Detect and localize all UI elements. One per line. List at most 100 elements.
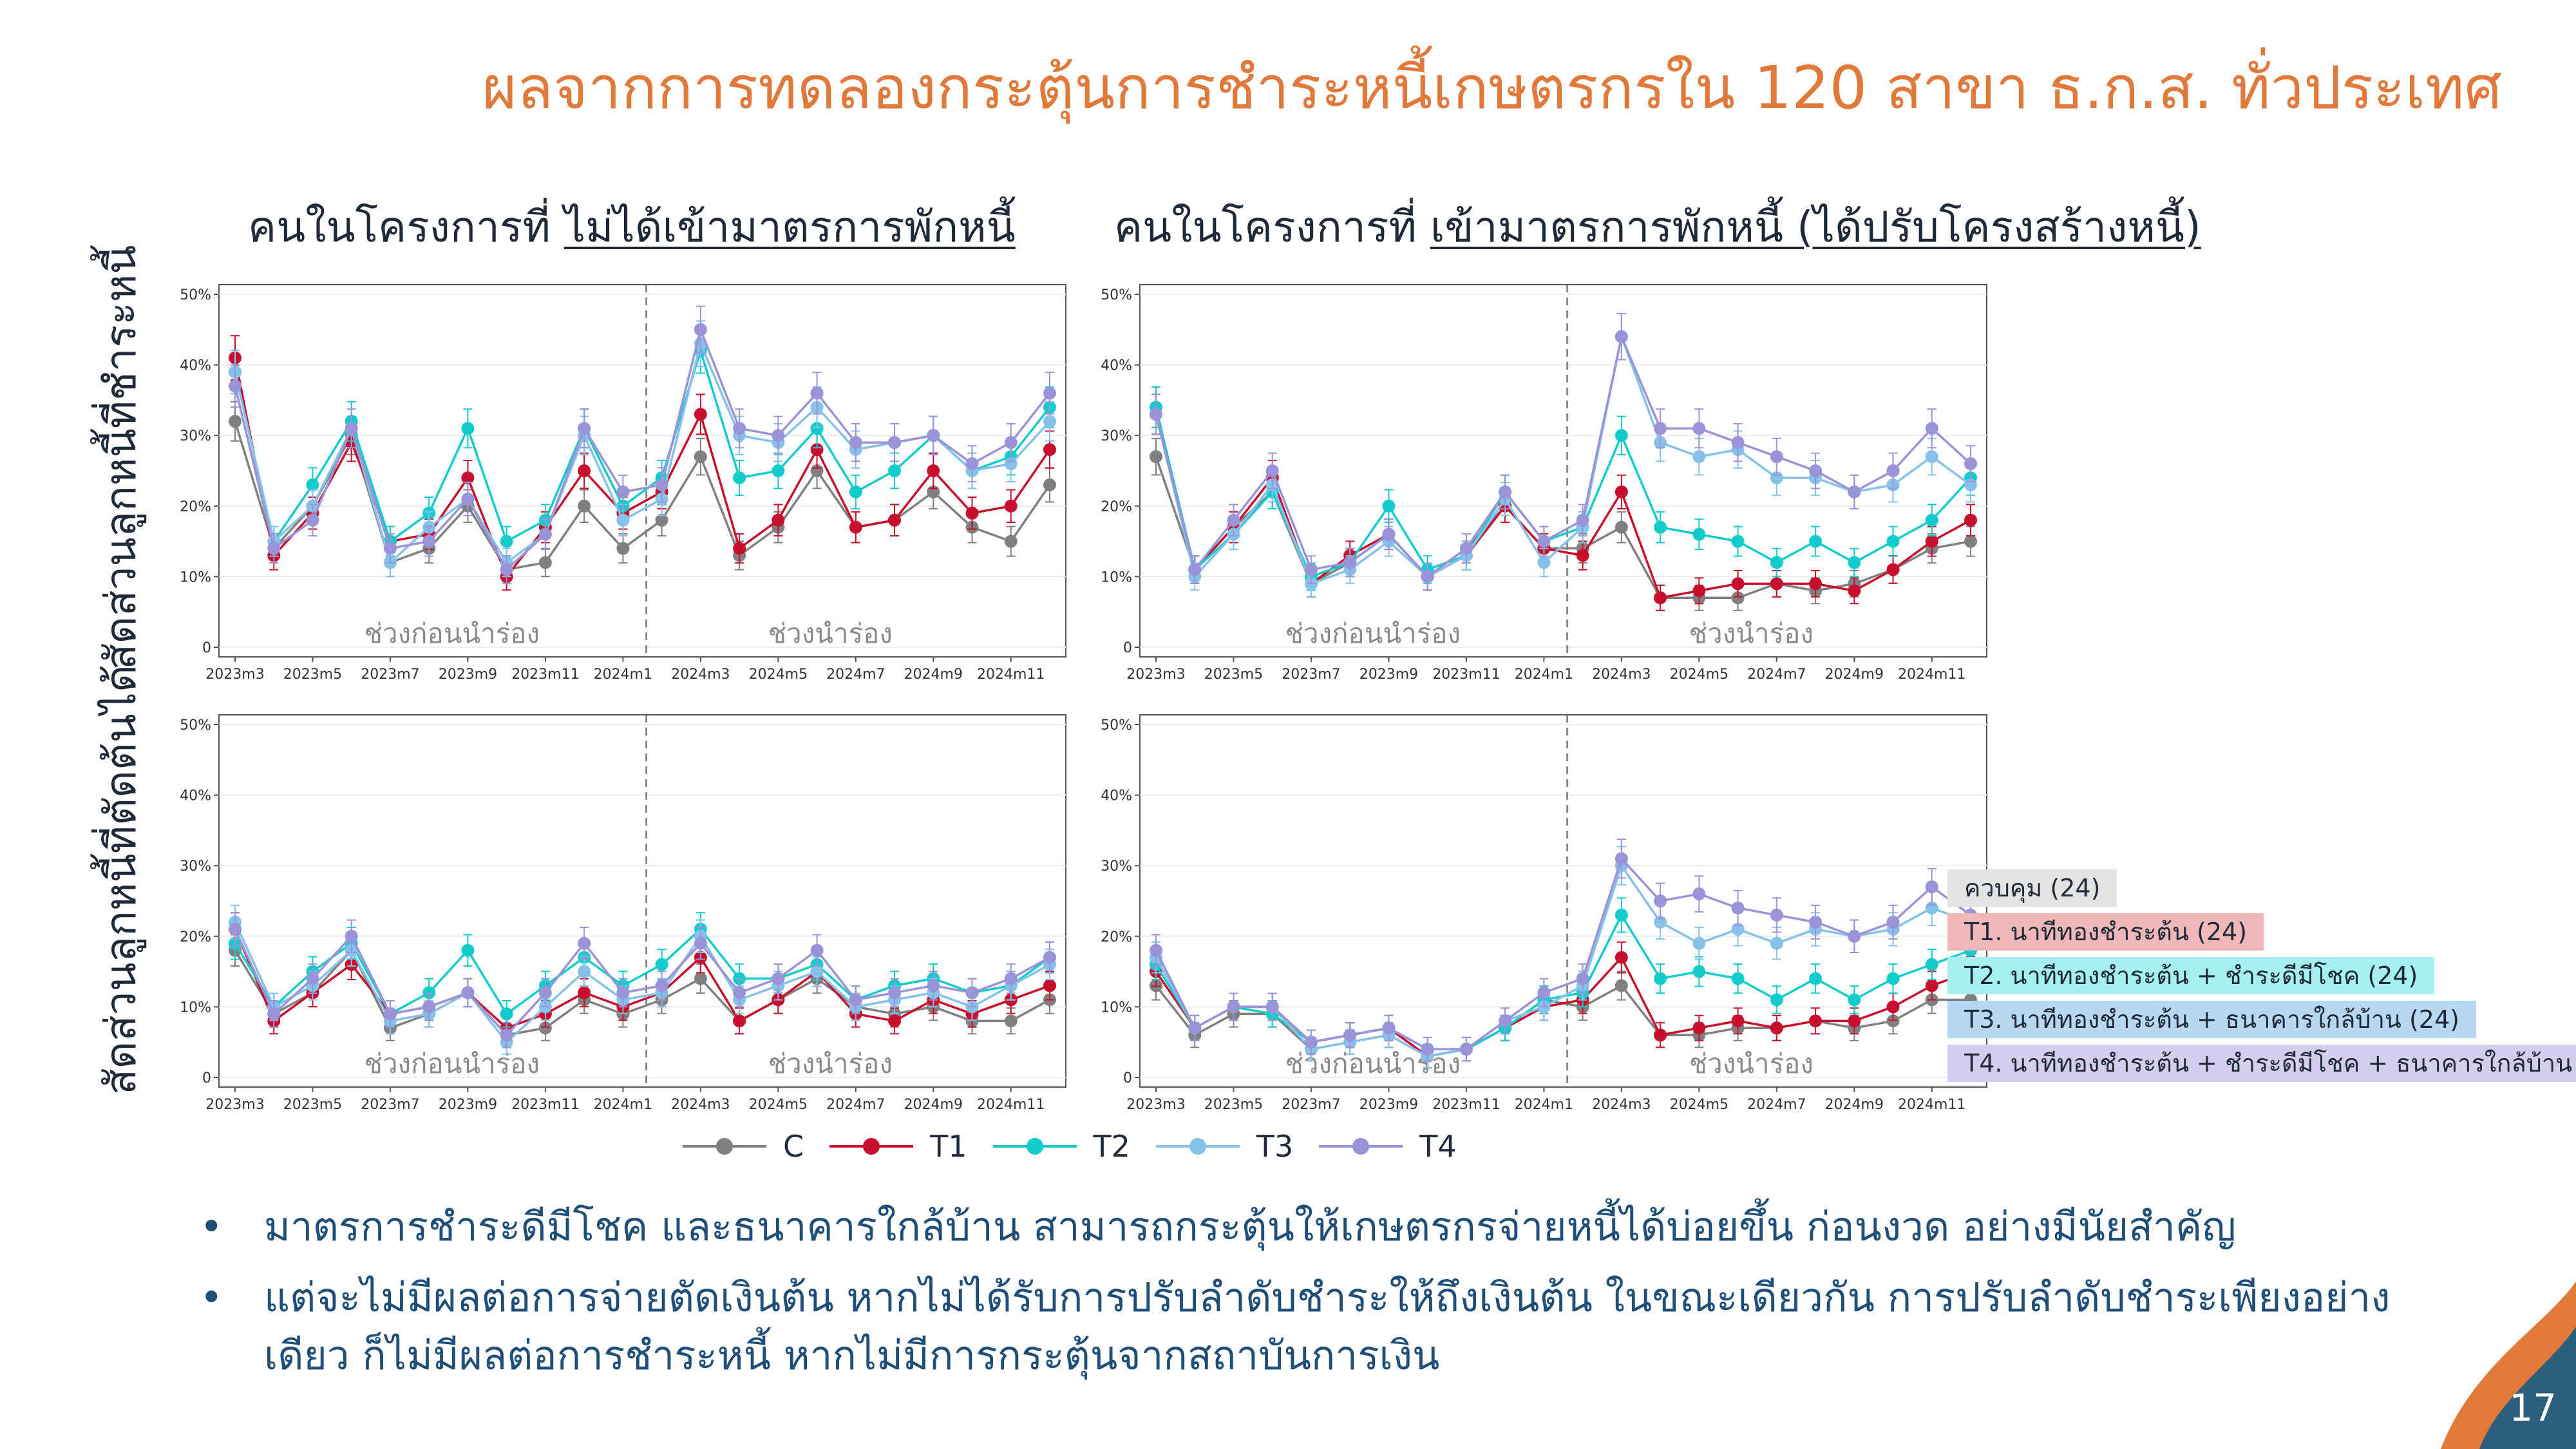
chart-panel-bottom-left: 0 10% 20% 30% 40% 50% 2023m3 2023m5 2023m7 2023m9…	[167, 707, 1075, 1119]
column-heading-emphasis: เข้ามาตรการพักหนี้ (ได้ปรับโครงสร้างหนี้…	[1430, 202, 2201, 252]
y-tick-label: 50%	[1101, 287, 1132, 303]
data-point	[345, 929, 358, 943]
data-point	[1654, 520, 1667, 534]
x-tick-label: 2024m7	[1747, 667, 1806, 683]
y-tick-label: 10%	[1101, 569, 1132, 585]
data-point	[1925, 422, 1938, 435]
x-tick-label: 2024m1	[594, 1097, 652, 1113]
period-label-before: ช่วงก่อนนำร่อง	[1285, 618, 1461, 649]
period-label-before: ช่วงก่อนนำร่อง	[364, 1048, 540, 1079]
y-tick-label: 0	[202, 640, 211, 656]
data-point	[1731, 591, 1745, 605]
period-label-during: ช่วงนำร่อง	[768, 1048, 893, 1079]
bullet-dot-icon: •	[200, 1274, 223, 1321]
data-point	[1809, 577, 1823, 591]
data-point	[461, 492, 475, 506]
period-label-during: ช่วงนำร่อง	[768, 618, 893, 649]
series-t4	[229, 305, 1056, 584]
column-heading-in-moratorium: คนในโครงการที่ เข้ามาตรการพักหนี้ (ได้ปร…	[1114, 193, 2201, 261]
data-point	[1265, 1000, 1279, 1014]
data-point	[578, 464, 591, 477]
data-point	[1343, 1028, 1357, 1042]
data-point	[1848, 485, 1861, 498]
data-point	[733, 422, 746, 435]
data-point	[1964, 457, 1977, 471]
data-point	[267, 542, 281, 555]
data-point	[1004, 535, 1018, 548]
data-point	[383, 1007, 397, 1021]
x-tick-label: 2023m5	[283, 1097, 342, 1113]
data-point	[1692, 887, 1706, 901]
data-point	[500, 535, 513, 548]
data-point	[1654, 972, 1667, 985]
legend-item: T2	[992, 1129, 1130, 1164]
data-point	[1043, 415, 1056, 428]
data-point	[461, 471, 475, 484]
legend-label: C	[783, 1129, 804, 1164]
x-tick-label: 2023m3	[205, 1097, 264, 1113]
x-tick-label: 2024m9	[1825, 1097, 1884, 1113]
data-point	[461, 422, 475, 435]
data-point	[1770, 993, 1783, 1007]
plot-frame	[1139, 714, 1987, 1088]
x-tick-label: 2024m3	[671, 1097, 730, 1113]
data-point	[1382, 1021, 1396, 1035]
data-point	[1043, 443, 1056, 457]
series-line	[1155, 332, 1972, 578]
data-point	[810, 443, 824, 457]
data-point	[1692, 1021, 1706, 1035]
y-tick-label: 50%	[180, 287, 211, 303]
data-point	[1227, 1000, 1240, 1014]
legend-item: T4	[1319, 1129, 1457, 1164]
data-point	[1731, 436, 1745, 450]
data-point	[616, 485, 630, 498]
data-point	[849, 436, 862, 450]
data-point	[1382, 499, 1396, 513]
period-label-during: ช่วงนำร่อง	[1689, 618, 1814, 649]
data-point	[810, 386, 824, 400]
y-tick-label: 30%	[1101, 428, 1132, 444]
data-point	[772, 513, 785, 527]
data-point	[733, 542, 746, 555]
data-point	[616, 986, 630, 999]
data-point	[1004, 457, 1018, 471]
data-point	[772, 464, 785, 477]
data-point	[1304, 563, 1318, 576]
chart-svg: 0 10% 20% 30% 40% 50% 2023m3 2023m5 2023m7 2023m9…	[180, 714, 1066, 1113]
data-point	[1150, 943, 1162, 957]
x-tick-label: 2024m9	[904, 1097, 963, 1113]
period-label-during: ช่วงนำร่อง	[1689, 1048, 1814, 1079]
series-line	[234, 346, 1051, 544]
y-tick-label: 40%	[1101, 788, 1132, 804]
y-tick-label: 30%	[180, 858, 211, 875]
data-point	[1150, 408, 1162, 421]
data-point	[1459, 1043, 1473, 1056]
data-point	[655, 513, 668, 527]
x-tick-label: 2024m7	[1747, 1097, 1806, 1113]
bullet-dot-icon: •	[200, 1203, 223, 1250]
series-line	[1155, 413, 1971, 600]
legend-marker-icon	[829, 1138, 914, 1155]
x-tick-label: 2024m1	[1515, 667, 1573, 683]
data-point	[1654, 422, 1667, 435]
page-number: 17	[2509, 1386, 2557, 1430]
x-tick-label: 2023m5	[283, 667, 342, 683]
data-point	[1692, 965, 1706, 978]
x-tick-label: 2023m5	[1204, 1097, 1263, 1113]
series-line	[1155, 332, 1972, 585]
data-point	[1692, 450, 1706, 464]
data-point	[655, 958, 668, 971]
series-t4	[1150, 313, 1977, 591]
data-point	[1692, 422, 1706, 435]
x-tick-label: 2024m11	[1898, 667, 1965, 683]
y-tick-label: 30%	[1101, 858, 1132, 875]
data-point	[694, 972, 707, 985]
data-point	[810, 422, 824, 435]
group-tag-t2: T2. นาทีทองชำระต้น + ชำระดีมีโชค (24)	[1947, 957, 2435, 994]
data-point	[1499, 485, 1512, 498]
data-point	[810, 965, 824, 978]
data-point	[1615, 908, 1628, 922]
x-tick-label: 2024m11	[1898, 1097, 1965, 1113]
data-point	[306, 478, 319, 491]
data-point	[229, 415, 242, 428]
